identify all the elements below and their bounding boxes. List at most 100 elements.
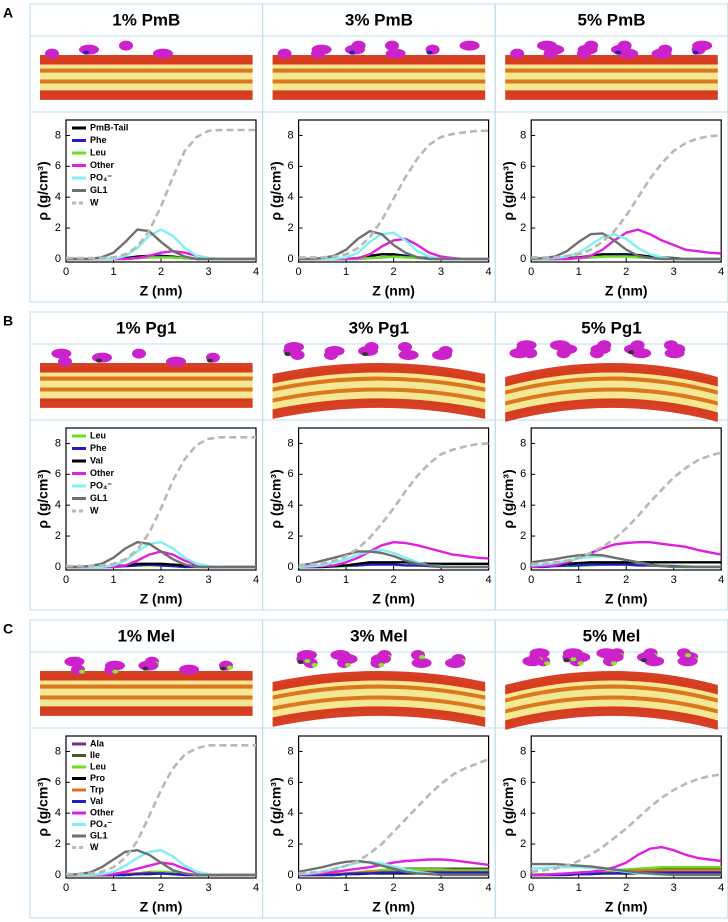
peptide bbox=[522, 656, 543, 667]
peptide-residue bbox=[207, 358, 213, 363]
x-tick-label: 0 bbox=[528, 266, 534, 278]
peptide bbox=[432, 350, 452, 360]
lipid-layer bbox=[505, 398, 718, 422]
x-axis-label: Z (nm) bbox=[605, 899, 648, 915]
x-tick-label: 1 bbox=[343, 266, 349, 278]
density-line bbox=[66, 228, 256, 261]
peptide bbox=[51, 348, 72, 359]
legend-label: Leu bbox=[90, 761, 106, 771]
peptide bbox=[664, 340, 678, 351]
lipid-layer bbox=[505, 362, 718, 387]
peptide-residue bbox=[641, 658, 647, 663]
lipid-layer bbox=[272, 670, 486, 692]
lipid-layer bbox=[40, 362, 253, 373]
x-axis-label: Z (nm) bbox=[372, 899, 415, 915]
x-tick-label: 3 bbox=[671, 574, 677, 586]
membrane-snapshot bbox=[272, 650, 486, 727]
x-tick-label: 4 bbox=[253, 882, 259, 894]
peptide bbox=[179, 664, 199, 675]
peptide bbox=[637, 652, 657, 663]
peptide bbox=[330, 650, 351, 660]
lipid-layer bbox=[40, 675, 253, 711]
density-line bbox=[531, 451, 722, 566]
x-tick-label: 4 bbox=[718, 882, 724, 894]
density-line bbox=[66, 541, 256, 569]
lipid-layer bbox=[505, 684, 718, 703]
lipid-layer bbox=[505, 90, 718, 100]
peptide-residue bbox=[304, 659, 311, 663]
y-tick-label: 0 bbox=[287, 253, 293, 265]
peptide-residue bbox=[142, 666, 149, 671]
x-tick-label: 1 bbox=[343, 882, 349, 894]
density-line bbox=[531, 845, 722, 877]
lipid-layer bbox=[272, 54, 486, 65]
plot-area bbox=[65, 427, 257, 571]
peptide-residue bbox=[284, 352, 291, 356]
x-axis-label: Z (nm) bbox=[140, 591, 183, 607]
peptide bbox=[277, 48, 292, 59]
lipid-layer bbox=[272, 398, 486, 419]
y-axis-label: ρ (g/cm³) bbox=[500, 777, 516, 836]
peptide bbox=[132, 348, 146, 359]
density-line bbox=[65, 849, 256, 877]
lipid-layer bbox=[505, 695, 718, 714]
legend-label: Trp bbox=[90, 784, 105, 794]
peptide bbox=[58, 356, 72, 367]
y-tick-label: 0 bbox=[520, 869, 526, 881]
peptide bbox=[651, 48, 672, 59]
legend-label: PO₄⁻ bbox=[90, 172, 112, 182]
density-line bbox=[298, 550, 489, 569]
y-tick-label: 0 bbox=[55, 561, 61, 573]
membrane-snapshot bbox=[40, 348, 253, 408]
density-line bbox=[66, 436, 256, 568]
peptide bbox=[358, 346, 378, 356]
x-tick-label: 2 bbox=[391, 882, 397, 894]
x-tick-label: 4 bbox=[486, 266, 492, 278]
chart-title: 5% PmB bbox=[577, 10, 645, 29]
x-tick-label: 0 bbox=[63, 574, 69, 586]
peptide bbox=[153, 48, 173, 59]
lipid-layer bbox=[505, 79, 718, 84]
legend-label: W bbox=[90, 842, 99, 852]
density-line bbox=[66, 744, 256, 876]
peptide bbox=[119, 40, 133, 51]
x-tick-label: 3 bbox=[438, 574, 444, 586]
y-tick-label: 0 bbox=[520, 561, 526, 573]
x-tick-label: 0 bbox=[296, 574, 302, 586]
lipid-layer bbox=[272, 387, 486, 403]
panel-label: B bbox=[3, 313, 13, 329]
peptide-residue bbox=[563, 658, 570, 663]
peptide-residue bbox=[577, 661, 584, 666]
density-line bbox=[298, 871, 489, 877]
x-tick-label: 2 bbox=[158, 882, 164, 894]
lipid-layer bbox=[272, 59, 486, 95]
membrane-snapshot bbox=[272, 40, 486, 100]
plot-area bbox=[298, 119, 490, 263]
peptide-residue bbox=[112, 669, 119, 674]
lipid-layer bbox=[40, 79, 253, 84]
peptide bbox=[345, 44, 365, 55]
x-tick-label: 0 bbox=[63, 266, 69, 278]
lipid-layer bbox=[505, 68, 718, 73]
lipid-layer bbox=[505, 387, 718, 406]
density-line bbox=[531, 553, 722, 569]
legend-label: Val bbox=[90, 796, 103, 806]
y-tick-label: 8 bbox=[287, 437, 293, 449]
x-tick-label: 0 bbox=[296, 882, 302, 894]
peptide bbox=[577, 48, 591, 59]
chart-title: 1% Mel bbox=[117, 626, 175, 645]
y-tick-label: 2 bbox=[520, 222, 526, 234]
peptide bbox=[166, 356, 186, 367]
peptide-residue bbox=[311, 663, 318, 667]
legend-label: Phe bbox=[90, 135, 107, 145]
legend-label: Val bbox=[90, 455, 103, 465]
peptide bbox=[92, 352, 112, 363]
y-tick-label: 4 bbox=[287, 499, 293, 511]
lipid-layer bbox=[272, 376, 486, 392]
density-line bbox=[298, 129, 489, 259]
peptide bbox=[510, 48, 525, 59]
panel-label: C bbox=[3, 621, 13, 637]
y-tick-label: 8 bbox=[55, 437, 61, 449]
x-tick-label: 2 bbox=[623, 882, 629, 894]
peptide-residue bbox=[426, 50, 433, 55]
